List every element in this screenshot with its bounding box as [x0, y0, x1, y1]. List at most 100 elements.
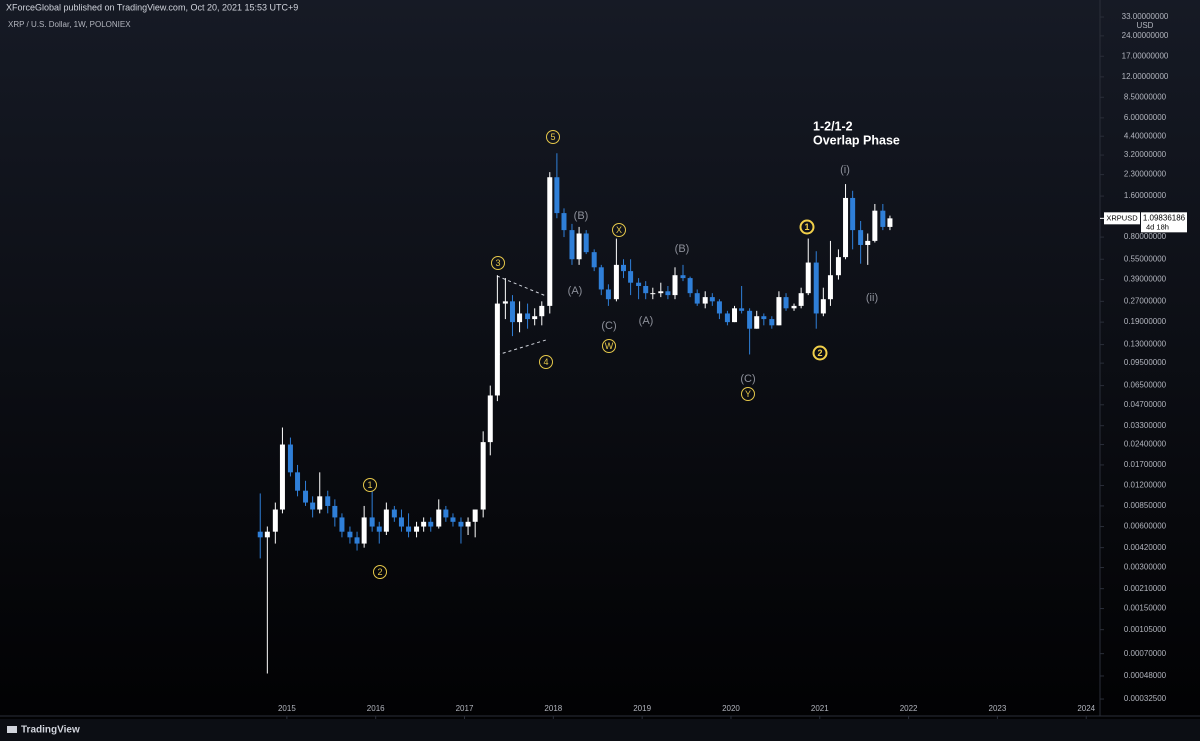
note: Overlap Phase [813, 133, 900, 147]
candle-body [613, 264, 619, 300]
candle-body [843, 197, 849, 258]
candle-body [724, 313, 730, 323]
tv-logo: TradingView [7, 725, 80, 736]
candle-body [820, 299, 826, 314]
y-tick-label: 0.01200000 [1124, 481, 1167, 490]
candle-body [761, 316, 767, 320]
candle-body [354, 537, 360, 544]
wave-label: (C) [740, 373, 755, 385]
candle-body [369, 517, 375, 527]
candle-body [391, 509, 397, 518]
candle-body [303, 490, 309, 503]
candle-body [716, 301, 722, 314]
brand: TradingView [21, 725, 80, 736]
candle-body [732, 308, 738, 323]
candle-body [383, 509, 389, 532]
y-tick-label: 0.03300000 [1124, 421, 1167, 430]
candle-body [398, 517, 404, 527]
candle-body [620, 264, 626, 272]
candle-body [791, 305, 797, 309]
wave-label: (B) [574, 210, 589, 222]
footer-bar [0, 719, 1200, 741]
x-tick-label: 2023 [989, 704, 1007, 713]
candle-body [414, 526, 420, 532]
symbol-title: XRP / U.S. Dollar, 1W, POLONIEX [8, 20, 131, 29]
candle-body [858, 230, 864, 245]
candle-body [472, 509, 478, 522]
wave-label: 3 [495, 258, 500, 268]
y-tick-label: 12.00000000 [1122, 72, 1169, 81]
y-tick-label: 0.01700000 [1124, 460, 1167, 469]
wave-label: (A) [568, 285, 583, 297]
candle-body [672, 275, 678, 296]
last-price: 1.09836186 [1143, 213, 1186, 222]
candle-body [443, 509, 449, 518]
candle-body [880, 210, 886, 227]
y-tick-label: 0.19000000 [1124, 317, 1167, 326]
candle-body [325, 496, 331, 506]
candle-body [279, 444, 285, 510]
wave-label: 1 [367, 480, 372, 490]
candle-body [747, 310, 753, 329]
candle-body [554, 177, 560, 214]
symbol-tag [1104, 212, 1140, 225]
x-tick-label: 2018 [544, 704, 562, 713]
wave-label: 5 [550, 132, 555, 142]
y-tick-label: 0.55000000 [1124, 254, 1167, 263]
y-tick-label: 0.80000000 [1124, 232, 1167, 241]
candle-body [525, 313, 531, 320]
candle-body [532, 316, 538, 320]
candle-body [509, 301, 515, 323]
candle-body [636, 282, 642, 286]
candle-body [643, 285, 649, 294]
candle-body [658, 291, 664, 294]
y-tick-label: 0.02400000 [1124, 440, 1167, 449]
candle-body [264, 531, 270, 538]
candle-body [754, 316, 760, 329]
candle-body [436, 509, 442, 527]
candle-body [628, 271, 634, 283]
wave-label: (ii) [866, 292, 878, 304]
candle-body [865, 240, 871, 245]
y-tick-label: 0.00300000 [1124, 563, 1167, 572]
wave-label: X [616, 225, 622, 235]
price-tag [1141, 212, 1187, 233]
candle-body [709, 297, 715, 302]
candle-body [776, 297, 782, 326]
candle-body [694, 293, 700, 304]
candle-body [813, 262, 819, 314]
wave-label: 1 [804, 222, 809, 232]
candle-body [872, 210, 878, 241]
candle-body [569, 230, 575, 260]
candle-body [539, 305, 545, 317]
y-tick-label: 0.06500000 [1124, 381, 1167, 390]
wave-circle [373, 565, 387, 579]
x-tick-label: 2015 [278, 704, 296, 713]
countdown: 4d 18h [1146, 222, 1169, 231]
symbol-tag-text: XRPUSD [1106, 213, 1138, 222]
wave-label: (B) [675, 243, 690, 255]
y-tick-label: 3.20000000 [1124, 150, 1167, 159]
candle-body [310, 502, 316, 510]
x-tick-label: 2019 [633, 704, 651, 713]
wave-label: (A) [639, 315, 654, 327]
x-tick-label: 2021 [811, 704, 829, 713]
wave-circle [491, 256, 505, 270]
candle-body [598, 267, 604, 290]
wave-circle [546, 130, 560, 144]
wave-circle [602, 339, 616, 353]
y-tick-label: 0.13000000 [1124, 340, 1167, 349]
candle-body [347, 531, 353, 538]
wave-label: W [605, 341, 614, 351]
candle-body [257, 531, 263, 538]
candle-body [295, 472, 301, 491]
y-tick-label: 0.00070000 [1124, 649, 1167, 658]
candle-body [805, 262, 811, 294]
candle-body [376, 526, 382, 532]
y-tick-label: 0.00048000 [1124, 671, 1167, 680]
candle-body [465, 521, 471, 527]
wave-label: 2 [817, 348, 822, 358]
candle-body [517, 313, 523, 323]
